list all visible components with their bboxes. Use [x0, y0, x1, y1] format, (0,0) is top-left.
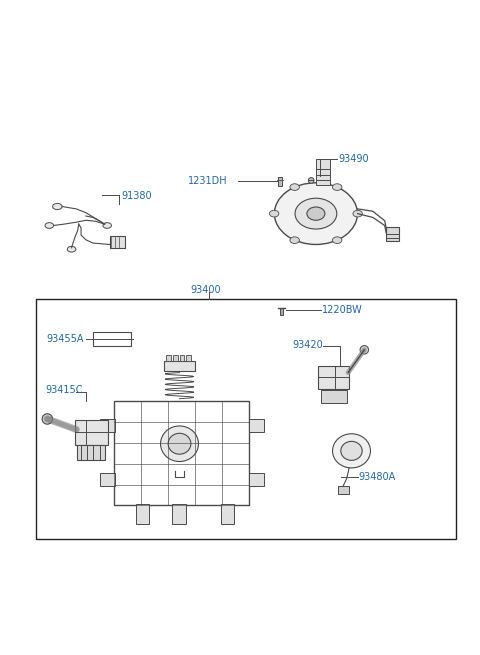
Bar [386, 227, 399, 241]
Ellipse shape [67, 246, 76, 252]
Ellipse shape [103, 223, 111, 229]
Ellipse shape [45, 223, 54, 229]
Ellipse shape [295, 198, 337, 229]
Text: 93480A: 93480A [359, 472, 396, 482]
Bar [100, 419, 115, 432]
Ellipse shape [307, 207, 325, 220]
Text: 1220BW: 1220BW [322, 305, 362, 315]
Bar [109, 236, 125, 248]
Text: 93420: 93420 [292, 340, 323, 350]
Bar [164, 361, 195, 371]
Bar [250, 419, 264, 432]
Bar [166, 355, 171, 361]
Bar [75, 420, 108, 445]
Bar [221, 504, 234, 525]
Bar [93, 332, 131, 346]
Bar [136, 504, 149, 525]
Bar [318, 366, 349, 389]
Ellipse shape [160, 426, 199, 462]
Text: 93415C: 93415C [46, 385, 83, 395]
Bar [173, 355, 178, 361]
Bar [338, 486, 348, 494]
Ellipse shape [269, 210, 279, 217]
Bar [77, 445, 105, 460]
Bar [250, 473, 264, 487]
Bar [100, 473, 115, 487]
Bar [36, 299, 456, 538]
Ellipse shape [53, 204, 62, 210]
Circle shape [308, 178, 314, 183]
Text: 1231DH: 1231DH [188, 176, 228, 187]
Bar [316, 159, 330, 185]
Ellipse shape [290, 184, 300, 191]
Ellipse shape [333, 237, 342, 244]
Ellipse shape [353, 210, 362, 217]
Bar [278, 177, 282, 185]
Bar [172, 504, 186, 525]
Bar [180, 355, 184, 361]
Bar [321, 390, 347, 403]
Text: 93455A: 93455A [47, 334, 84, 345]
Bar [280, 308, 283, 314]
Ellipse shape [275, 183, 358, 244]
Ellipse shape [168, 434, 191, 454]
Text: 91380: 91380 [121, 191, 152, 200]
Ellipse shape [341, 441, 362, 460]
Text: 93490: 93490 [339, 154, 369, 164]
Ellipse shape [290, 237, 300, 244]
Ellipse shape [333, 434, 371, 468]
Bar [114, 401, 250, 506]
Ellipse shape [42, 414, 52, 424]
Bar [186, 355, 191, 361]
Ellipse shape [333, 184, 342, 191]
Ellipse shape [360, 346, 369, 354]
Text: 93400: 93400 [190, 284, 221, 295]
